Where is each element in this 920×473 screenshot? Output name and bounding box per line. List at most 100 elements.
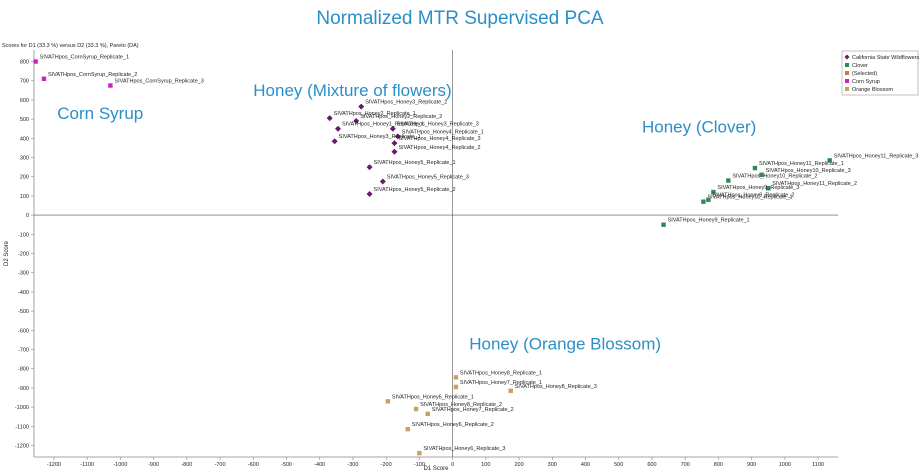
- legend-item-label: Clover: [852, 63, 868, 69]
- x-tick-label: 800: [714, 462, 723, 468]
- y-tick-label: 200: [20, 175, 29, 181]
- data-point: [379, 178, 386, 185]
- legend-marker: [845, 71, 849, 75]
- y-axis-label: D2 Score: [4, 240, 10, 266]
- x-axis-label: D1 Score: [423, 466, 449, 472]
- group-annotation: Honey (Orange Blossom): [469, 334, 661, 353]
- point-label: SIVATHpos_Honey10_Replicate_1: [707, 195, 792, 201]
- point-label: SIVATHpos_CornSyrup_Replicate_2: [48, 72, 137, 78]
- y-tick-label: 0: [26, 213, 29, 219]
- x-tick-label: 600: [647, 462, 656, 468]
- y-tick-label: -1000: [15, 405, 29, 411]
- point-label: SIVATHpos_Honey9_Replicate_3: [717, 185, 799, 191]
- x-tick-label: -900: [148, 462, 159, 468]
- point-label: SIVATHpos_Honey6_Replicate_1: [392, 394, 474, 400]
- point-label: SIVATHpos_Honey7_Replicate_2: [432, 407, 514, 413]
- x-tick-label: 900: [747, 462, 756, 468]
- group-annotation: Corn Syrup: [57, 104, 143, 123]
- point-label: SIVATHpos_Honey9_Replicate_2: [712, 193, 794, 199]
- point-label: SIVATHpos_Honey11_Replicate_3: [834, 153, 919, 159]
- data-point: [41, 76, 47, 81]
- data-point: [508, 388, 513, 393]
- point-label: SIVATHpos_Honey3_Replicate_1: [339, 134, 421, 140]
- data-point: [425, 411, 430, 417]
- data-point: [326, 115, 333, 122]
- data-point: [391, 148, 398, 155]
- y-tick-label: -900: [18, 386, 29, 392]
- data-point: [108, 83, 113, 88]
- x-tick-label: 200: [514, 462, 523, 468]
- chart-title: Normalized MTR Supervised PCA: [316, 8, 604, 29]
- data-point: [711, 189, 716, 195]
- x-tick-label: 100: [481, 462, 490, 468]
- point-label: SIVATHpos_Honey11_Replicate_1: [759, 161, 844, 167]
- y-tick-label: 600: [20, 98, 29, 104]
- x-tick-label: 1000: [779, 462, 791, 468]
- y-tick-label: -600: [18, 328, 29, 334]
- x-tick-label: -1000: [113, 462, 127, 468]
- y-tick-label: -800: [18, 367, 29, 373]
- y-tick-label: 500: [20, 117, 29, 123]
- point-label: SIVATHpos_Honey1_Replicate_1: [342, 122, 424, 128]
- data-point: [706, 197, 711, 202]
- y-tick-label: -100: [18, 232, 29, 238]
- data-point: [752, 165, 758, 171]
- data-point: [33, 59, 38, 64]
- point-label: SIVATHpos_CornSyrup_Replicate_3: [114, 79, 203, 85]
- point-label: SIVATHpos_Honey8_Replicate_1: [460, 370, 542, 376]
- point-label: SIVATHpos_Honey4_Replicate_2: [398, 145, 480, 151]
- y-tick-label: 800: [20, 60, 29, 66]
- chart-subtitle: Scores for D1 (33.3 %) versus D2 (33.3 %…: [2, 43, 139, 49]
- legend-marker: [845, 79, 849, 83]
- x-tick-label: -600: [248, 462, 259, 468]
- legend-item-label: Corn Syrup: [852, 79, 880, 85]
- x-tick-label: -500: [281, 462, 292, 468]
- x-tick-label: -1200: [47, 462, 61, 468]
- point-label: SIVATHpos_Honey3_Replicate_2: [365, 100, 447, 106]
- legend-marker: [844, 54, 850, 60]
- x-tick-label: -400: [314, 462, 325, 468]
- point-label: SIVATHpos_Honey5_Replicate_3: [387, 175, 469, 181]
- point-label: SIVATHpos_Honey8_Replicate_2: [420, 402, 502, 408]
- y-tick-label: -1100: [15, 424, 29, 430]
- x-tick-label: -1100: [80, 462, 94, 468]
- point-label: SIVATHpos_Honey7_Replicate_1: [460, 380, 542, 386]
- data-point: [366, 164, 373, 171]
- x-tick-label: -700: [215, 462, 226, 468]
- data-point: [413, 406, 419, 412]
- x-tick-label: -200: [381, 462, 392, 468]
- point-label: SIVATHpos_Honey2_Replicate_1: [334, 111, 416, 117]
- point-label: SIVATHpos_Honey2_Replicate_2: [360, 114, 442, 120]
- y-tick-label: -200: [18, 252, 29, 258]
- group-annotation: Honey (Clover): [642, 118, 756, 137]
- legend-item-label: (Selected): [852, 71, 877, 77]
- x-tick-label: 300: [548, 462, 557, 468]
- point-label: SIVATHpos_Honey6_Replicate_3: [423, 446, 505, 452]
- point-label: SIVATHpos_Honey8_Replicate_3: [515, 384, 597, 390]
- point-label: SIVATHpos_Honey10_Replicate_2: [732, 174, 817, 180]
- point-label: SIVATHpos_Honey10_Replicate_3: [766, 168, 851, 174]
- data-point: [766, 186, 771, 191]
- legend-item-label: Orange Blossom: [852, 87, 893, 93]
- x-tick-label: 0: [451, 462, 454, 468]
- data-point: [453, 375, 459, 380]
- legend-box: [841, 50, 919, 96]
- point-label: SIVATHpos_Honey4_Replicate_3: [398, 136, 480, 142]
- data-point: [405, 426, 410, 432]
- y-tick-label: 100: [20, 194, 29, 200]
- point-label: SIVATHpos_Honey5_Replicate_2: [374, 187, 456, 193]
- x-tick-label: -100: [414, 462, 425, 468]
- data-point: [759, 172, 764, 177]
- data-point: [385, 399, 391, 404]
- points-group: SIVATHpos_Honey3_Replicate_2 SIVATHpos_Ho…: [33, 55, 918, 456]
- y-tick-label: -1200: [15, 443, 29, 449]
- data-point: [334, 125, 341, 132]
- y-tick-label: -500: [18, 309, 29, 315]
- point-label: SIVATHpos_Honey5_Replicate_1: [374, 160, 456, 166]
- group-annotation: Honey (Mixture of flowers): [253, 81, 451, 100]
- y-tick-label: 700: [20, 79, 29, 85]
- y-tick-label: 300: [20, 156, 29, 162]
- x-tick-label: -800: [181, 462, 192, 468]
- legend-marker: [845, 63, 849, 67]
